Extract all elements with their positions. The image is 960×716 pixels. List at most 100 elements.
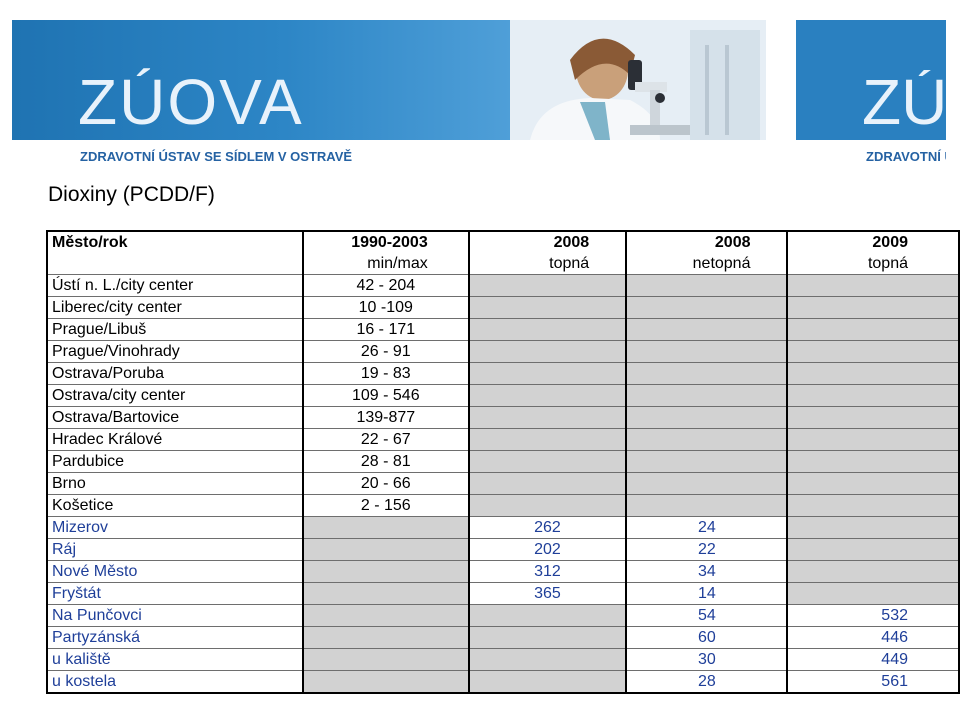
- heating-2009-cell: [786, 296, 960, 319]
- table-subheader-row: min/max topná netopná topná: [46, 253, 960, 275]
- heating-2008-cell: [467, 670, 628, 694]
- table-row: Ráj 202 22: [46, 538, 960, 561]
- nonheating-2008-cell: [625, 340, 789, 363]
- range-cell: 19 - 83: [301, 362, 470, 385]
- heating-2008-cell: [467, 472, 628, 495]
- subheader-topna-2009: topná: [786, 253, 960, 275]
- laboratory-photo: [510, 20, 766, 140]
- city-cell: Ostrava/Bartovice: [46, 406, 304, 429]
- zuova-logo: ZÚOVA: [78, 66, 304, 138]
- heating-2008-cell: [467, 340, 628, 363]
- table-row: Fryštát 365 14: [46, 582, 960, 605]
- heating-2008-cell: 365: [467, 582, 628, 605]
- heating-2009-cell: 449: [786, 648, 960, 671]
- subheader-city: [46, 253, 304, 275]
- heating-2009-cell: 446: [786, 626, 960, 649]
- heating-2009-cell: [786, 538, 960, 561]
- range-cell: 109 - 546: [301, 384, 470, 407]
- city-cell: Brno: [46, 472, 304, 495]
- range-cell: 28 - 81: [301, 450, 470, 473]
- city-cell: Pardubice: [46, 450, 304, 473]
- heating-2009-cell: [786, 516, 960, 539]
- range-cell: 26 - 91: [301, 340, 470, 363]
- heating-2008-cell: [467, 604, 628, 627]
- city-cell: Nové Město: [46, 560, 304, 583]
- table-row: Na Punčovci 54 532: [46, 604, 960, 627]
- header-2008-nonheating: 2008: [625, 230, 789, 253]
- heating-2008-cell: [467, 648, 628, 671]
- city-cell: Ostrava/city center: [46, 384, 304, 407]
- city-cell: Prague/Libuš: [46, 318, 304, 341]
- heating-2008-cell: 312: [467, 560, 628, 583]
- header-2008-heating: 2008: [467, 230, 628, 253]
- institute-name: ZDRAVOTNÍ ÚSTAV SE SÍDLEM V OSTRAVĚ: [80, 149, 353, 164]
- city-cell: Partyzánská: [46, 626, 304, 649]
- table-row: Hradec Králové 22 - 67: [46, 428, 960, 451]
- nonheating-2008-cell: [625, 406, 789, 429]
- range-cell: 10 -109: [301, 296, 470, 319]
- subheader-topna: topná: [467, 253, 628, 275]
- header-banner-left: [12, 20, 510, 140]
- institute-name-repeat: ZDRAVOTNÍ Ú: [866, 149, 946, 164]
- city-cell: Ústí n. L./city center: [46, 274, 304, 297]
- subheader-min-max: min/max: [301, 253, 470, 275]
- heating-2009-cell: 561: [786, 670, 960, 694]
- nonheating-2008-cell: 60: [625, 626, 789, 649]
- subheader-netopna: netopná: [625, 253, 789, 275]
- range-cell: [301, 670, 470, 694]
- nonheating-2008-cell: 24: [625, 516, 789, 539]
- nonheating-2008-cell: 22: [625, 538, 789, 561]
- table-row: Prague/Libuš 16 - 171: [46, 318, 960, 341]
- heating-2008-cell: [467, 626, 628, 649]
- nonheating-2008-cell: 30: [625, 648, 789, 671]
- range-cell: 20 - 66: [301, 472, 470, 495]
- nonheating-2008-cell: [625, 494, 789, 517]
- header-range-years: 1990-2003: [301, 230, 470, 253]
- nonheating-2008-cell: 54: [625, 604, 789, 627]
- range-cell: 139-877: [301, 406, 470, 429]
- table-row: Ostrava/city center 109 - 546: [46, 384, 960, 407]
- heating-2008-cell: [467, 406, 628, 429]
- nonheating-2008-cell: [625, 296, 789, 319]
- header-2009-heating: 2009: [786, 230, 960, 253]
- heating-2009-cell: [786, 450, 960, 473]
- header-city: Město/rok: [46, 230, 304, 253]
- nonheating-2008-cell: [625, 450, 789, 473]
- nonheating-2008-cell: 14: [625, 582, 789, 605]
- table-row: u kostela 28 561: [46, 670, 960, 694]
- range-cell: [301, 604, 470, 627]
- table-row: Prague/Vinohrady 26 - 91: [46, 340, 960, 363]
- nonheating-2008-cell: [625, 318, 789, 341]
- table-row: Košetice 2 - 156: [46, 494, 960, 517]
- nonheating-2008-cell: [625, 428, 789, 451]
- nonheating-2008-cell: [625, 472, 789, 495]
- table-row: u kaliště 30 449: [46, 648, 960, 671]
- nonheating-2008-cell: 34: [625, 560, 789, 583]
- city-cell: u kostela: [46, 670, 304, 694]
- city-cell: Ostrava/Poruba: [46, 362, 304, 385]
- heating-2009-cell: [786, 494, 960, 517]
- heating-2009-cell: [786, 560, 960, 583]
- heating-2008-cell: [467, 296, 628, 319]
- heating-2008-cell: [467, 450, 628, 473]
- city-cell: Hradec Králové: [46, 428, 304, 451]
- table-row: Partyzánská 60 446: [46, 626, 960, 649]
- range-cell: 42 - 204: [301, 274, 470, 297]
- zuova-logo-repeat: ZÚ: [862, 70, 946, 134]
- range-cell: 16 - 171: [301, 318, 470, 341]
- nonheating-2008-cell: 28: [625, 670, 789, 694]
- heating-2008-cell: [467, 274, 628, 297]
- heating-2008-cell: [467, 494, 628, 517]
- city-cell: Mizerov: [46, 516, 304, 539]
- table-row: Mizerov 262 24: [46, 516, 960, 539]
- city-cell: Ráj: [46, 538, 304, 561]
- heating-2008-cell: 262: [467, 516, 628, 539]
- heating-2008-cell: 202: [467, 538, 628, 561]
- heating-2009-cell: [786, 318, 960, 341]
- city-cell: u kaliště: [46, 648, 304, 671]
- heating-2008-cell: [467, 428, 628, 451]
- heating-2008-cell: [467, 384, 628, 407]
- table-header-row: Město/rok 1990-2003 2008 2008 2009: [46, 230, 960, 253]
- range-cell: [301, 516, 470, 539]
- header-banner-right: [796, 20, 946, 140]
